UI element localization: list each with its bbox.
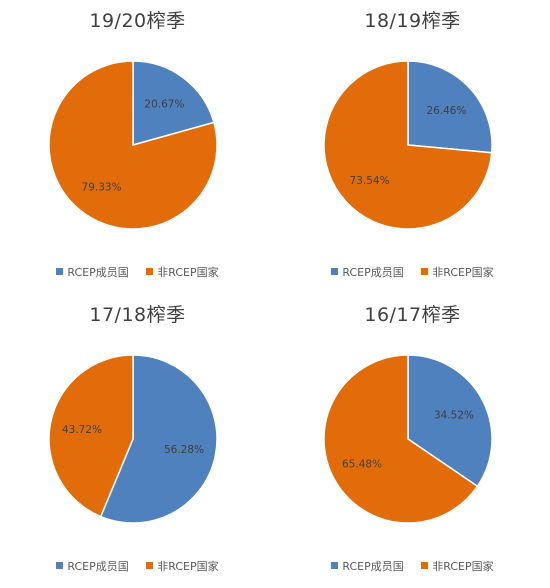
data-label-non-rcep: 43.72% <box>62 424 102 436</box>
pie-chart: 34.52% 65.48% <box>323 354 493 524</box>
legend-item-non-rcep: 非RCEP国家 <box>421 264 494 280</box>
chart-legend: RCEP成员国 非RCEP国家 <box>275 264 550 280</box>
legend-label: 非RCEP国家 <box>432 266 494 279</box>
pie-chart-panel: 18/19榨季 26.46% 73.54% RCEP成员国 非RCEP国家 <box>275 0 550 294</box>
data-label-rcep: 34.52% <box>434 410 474 422</box>
data-label-rcep: 26.46% <box>426 105 466 117</box>
legend-label: 非RCEP国家 <box>157 560 219 573</box>
pie-chart-panel: 16/17榨季 34.52% 65.48% RCEP成员国 非RCEP国家 <box>275 294 550 588</box>
pie-slice-rcep <box>407 354 493 488</box>
legend-item-non-rcep: 非RCEP国家 <box>421 558 494 574</box>
legend-swatch-non-rcep <box>146 562 154 569</box>
legend-label: RCEP成员国 <box>342 266 404 279</box>
legend-swatch-rcep <box>331 268 339 275</box>
legend-swatch-rcep <box>331 562 339 569</box>
pie-chart: 20.67% 79.33% <box>48 60 218 230</box>
legend-label: RCEP成员国 <box>342 560 404 573</box>
legend-item-rcep: RCEP成员国 <box>331 558 404 574</box>
legend-label: RCEP成员国 <box>67 266 129 279</box>
legend-label: 非RCEP国家 <box>157 266 219 279</box>
pie-slice-non-rcep <box>323 354 479 524</box>
legend-swatch-rcep <box>56 268 64 275</box>
pie-slice-rcep <box>132 60 215 146</box>
legend-item-non-rcep: 非RCEP国家 <box>146 264 219 280</box>
data-label-non-rcep: 73.54% <box>350 175 390 187</box>
legend-label: 非RCEP国家 <box>432 560 494 573</box>
pie-chart-panel: 17/18榨季 56.28% 43.72% RCEP成员国 非RCEP国家 <box>0 294 275 588</box>
pie-slice-rcep <box>99 354 218 524</box>
pie-slice-non-rcep <box>323 60 493 230</box>
data-label-rcep: 56.28% <box>164 444 204 456</box>
legend-item-rcep: RCEP成员国 <box>56 264 129 280</box>
pie-chart: 26.46% 73.54% <box>323 60 493 230</box>
legend-swatch-non-rcep <box>146 268 154 275</box>
legend-swatch-rcep <box>56 562 64 569</box>
chart-legend: RCEP成员国 非RCEP国家 <box>0 558 275 574</box>
legend-item-non-rcep: 非RCEP国家 <box>146 558 219 574</box>
chart-title: 16/17榨季 <box>364 304 461 326</box>
legend-label: RCEP成员国 <box>67 560 129 573</box>
data-label-rcep: 20.67% <box>144 99 184 111</box>
legend-item-rcep: RCEP成员国 <box>56 558 129 574</box>
chart-legend: RCEP成员国 非RCEP国家 <box>0 264 275 280</box>
legend-swatch-non-rcep <box>421 268 429 275</box>
pie-chart-panel: 19/20榨季 20.67% 79.33% RCEP成员国 非RCEP国家 <box>0 0 275 294</box>
pie-slice-non-rcep <box>48 60 218 230</box>
legend-item-rcep: RCEP成员国 <box>331 264 404 280</box>
chart-title: 19/20榨季 <box>89 10 186 32</box>
pie-chart: 56.28% 43.72% <box>48 354 218 524</box>
pie-slice-non-rcep <box>48 354 134 518</box>
data-label-non-rcep: 79.33% <box>82 181 122 193</box>
pie-slice-rcep <box>407 60 493 154</box>
chart-title: 17/18榨季 <box>89 304 186 326</box>
data-label-non-rcep: 65.48% <box>342 458 382 470</box>
chart-title: 18/19榨季 <box>364 10 461 32</box>
chart-legend: RCEP成员国 非RCEP国家 <box>275 558 550 574</box>
legend-swatch-non-rcep <box>421 562 429 569</box>
